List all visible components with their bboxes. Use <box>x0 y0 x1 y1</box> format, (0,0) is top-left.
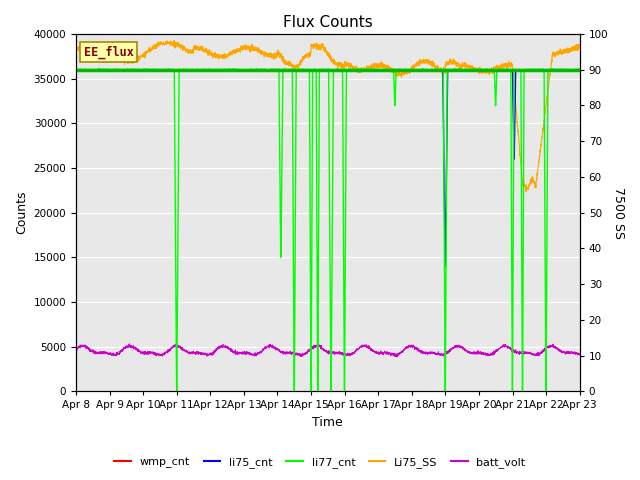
Text: EE_flux: EE_flux <box>84 46 134 59</box>
Y-axis label: Counts: Counts <box>15 191 28 234</box>
Title: Flux Counts: Flux Counts <box>283 15 372 30</box>
Y-axis label: 7500 SS: 7500 SS <box>612 187 625 239</box>
Legend: wmp_cnt, li75_cnt, li77_cnt, Li75_SS, batt_volt: wmp_cnt, li75_cnt, li77_cnt, Li75_SS, ba… <box>110 452 530 472</box>
X-axis label: Time: Time <box>312 416 343 429</box>
